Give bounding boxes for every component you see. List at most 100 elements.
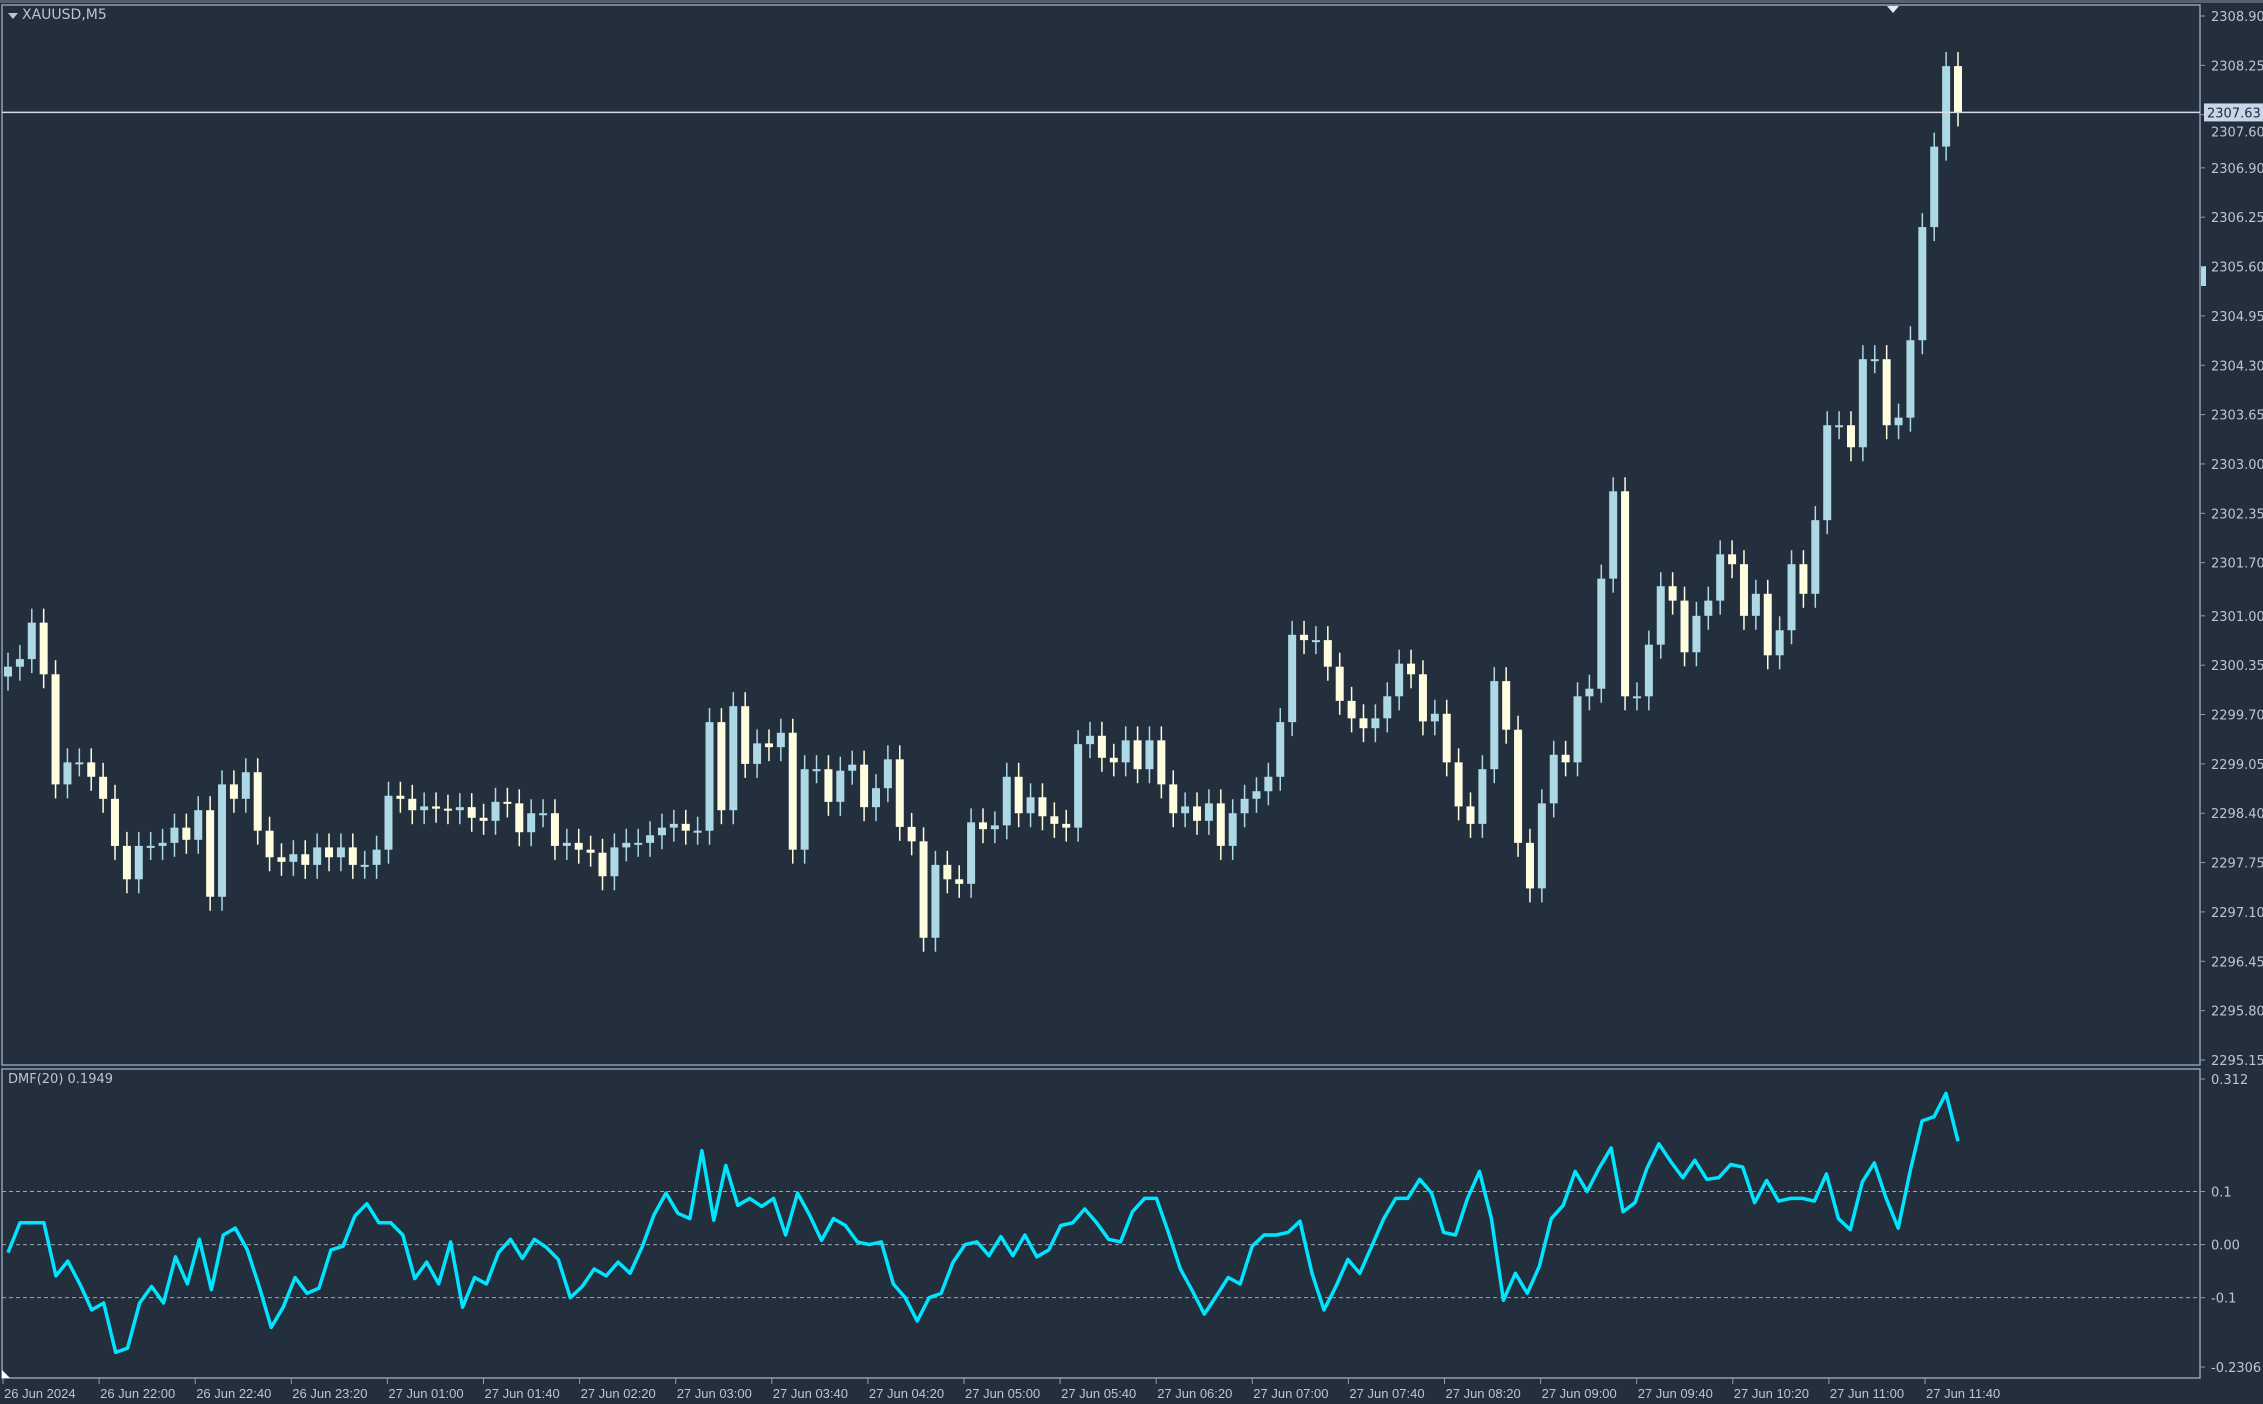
candle-bear xyxy=(348,847,357,865)
candle-bear xyxy=(432,806,441,809)
indicator-label: DMF(20) 0.1949 xyxy=(8,1072,114,1087)
candle-bear xyxy=(955,879,964,884)
candle-bear xyxy=(1799,564,1808,594)
price-tick-label: 2308.90 xyxy=(2211,10,2263,25)
candle-bear xyxy=(467,807,476,818)
candle-bear xyxy=(111,798,120,846)
candle-bull xyxy=(1264,776,1273,792)
time-tick-label: 27 Jun 07:00 xyxy=(1253,1386,1328,1401)
candle-bear xyxy=(1739,564,1748,616)
candle-bear xyxy=(1466,806,1475,824)
time-tick-label: 27 Jun 07:40 xyxy=(1349,1386,1424,1401)
price-tick-label: 2300.35 xyxy=(2211,659,2263,674)
candle-bull xyxy=(1787,564,1796,631)
candle-bear xyxy=(907,826,916,842)
candle-bull xyxy=(622,842,631,848)
candle-bear xyxy=(1680,600,1689,653)
candle-bull xyxy=(63,762,72,785)
candle-bear xyxy=(1038,797,1047,817)
time-tick-label: 27 Jun 05:00 xyxy=(965,1386,1040,1401)
candle-bull xyxy=(836,770,845,802)
candle-bear xyxy=(895,759,904,827)
collapse-triangle-icon[interactable] xyxy=(8,13,18,19)
candle-bear xyxy=(717,722,726,811)
candle-bull xyxy=(1823,425,1832,521)
price-tick-label: 2305.60 xyxy=(2211,261,2263,276)
candle-bear xyxy=(229,784,238,799)
candle-bear xyxy=(1216,803,1225,846)
candle-bull xyxy=(1656,586,1665,645)
candle-bear xyxy=(206,810,215,897)
candle-bear xyxy=(586,849,595,853)
dmf-tick-label: -0.2306 xyxy=(2211,1361,2261,1376)
candle-bull xyxy=(539,813,548,816)
candle-bear xyxy=(1561,754,1570,763)
price-tick-label: 2306.90 xyxy=(2211,162,2263,177)
candle-bull xyxy=(729,706,738,811)
price-tick-label: 2307.60 xyxy=(2211,125,2263,140)
candle-bear xyxy=(1407,663,1416,675)
price-tick-label: 2301.70 xyxy=(2211,557,2263,572)
candle-bear xyxy=(1062,823,1071,828)
candle-bear xyxy=(1323,640,1332,667)
candle-bull xyxy=(1609,491,1618,579)
candle-bull xyxy=(15,659,24,667)
price-pane-candles xyxy=(2,52,2200,952)
candle-bull xyxy=(705,722,714,831)
candle-bear xyxy=(99,776,108,799)
candle-bull xyxy=(1918,227,1927,341)
candle-bull xyxy=(158,842,167,846)
candle-bear xyxy=(503,801,512,804)
candle-bull xyxy=(1751,593,1760,616)
candle-bear xyxy=(943,864,952,880)
candle-bull xyxy=(753,743,762,764)
time-tick-label: 26 Jun 2024 xyxy=(4,1386,76,1401)
candle-bull xyxy=(634,842,643,845)
time-tick-label: 27 Jun 04:20 xyxy=(869,1386,944,1401)
candle-bull xyxy=(289,854,298,862)
candle-bull xyxy=(1632,696,1641,699)
candle-bear xyxy=(1169,784,1178,814)
candle-bull xyxy=(1026,797,1035,814)
price-tick-label: 2299.70 xyxy=(2211,709,2263,724)
shift-marker-icon xyxy=(1887,6,1899,13)
indicator-pane-frame xyxy=(1,1068,2201,1379)
candle-bear xyxy=(51,674,60,785)
dmf-tick-label: 0.1 xyxy=(2211,1186,2232,1201)
candle-bear xyxy=(265,830,274,858)
candle-bear xyxy=(1442,713,1451,763)
candle-bull xyxy=(1775,630,1784,656)
candle-bull xyxy=(1704,600,1713,616)
price-pane-frame xyxy=(1,4,2201,1066)
candle-bull xyxy=(1121,740,1130,763)
candle-bull xyxy=(1906,340,1915,418)
candle-bull xyxy=(455,807,464,811)
candle-bear xyxy=(1418,674,1427,722)
candle-bull xyxy=(1894,417,1903,426)
time-tick-label: 27 Jun 03:00 xyxy=(677,1386,752,1401)
candle-bear xyxy=(1359,718,1368,729)
candle-bull xyxy=(1573,696,1582,763)
candle-bear xyxy=(1763,593,1772,656)
candle-bear xyxy=(1882,359,1891,426)
candle-bull xyxy=(336,847,345,858)
candle-bear xyxy=(182,827,191,840)
time-tick-label: 26 Jun 22:40 xyxy=(196,1386,271,1401)
time-tick-label: 27 Jun 08:20 xyxy=(1446,1386,1521,1401)
candle-bear xyxy=(1109,757,1118,763)
candle-bear xyxy=(574,842,583,850)
candle-bull xyxy=(1086,735,1095,745)
candle-bear xyxy=(122,845,131,880)
candle-bull xyxy=(1276,722,1285,777)
candle-bear xyxy=(1335,666,1344,701)
candle-bull xyxy=(27,622,36,660)
candle-bull xyxy=(1288,634,1297,723)
candle-bear xyxy=(1050,816,1059,824)
dmf-tick-label: 0.00 xyxy=(2211,1239,2240,1254)
candle-bear xyxy=(1846,425,1855,448)
price-tick-label: 2306.25 xyxy=(2211,211,2263,226)
candle-bull xyxy=(360,864,369,867)
candle-bull xyxy=(848,764,857,771)
price-tick-label: 2304.95 xyxy=(2211,310,2263,325)
